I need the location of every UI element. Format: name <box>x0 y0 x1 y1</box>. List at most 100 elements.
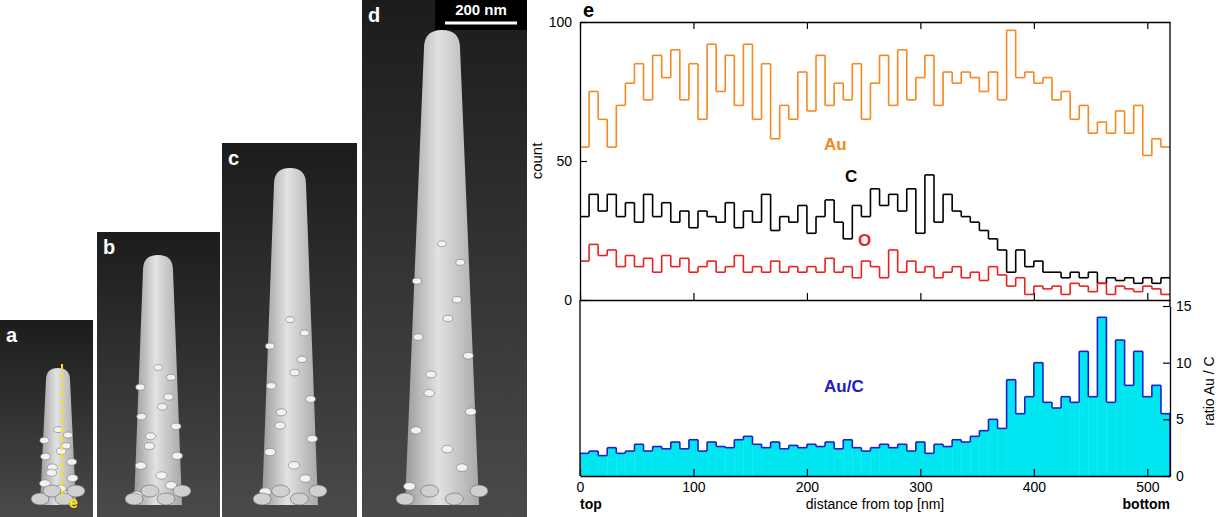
step-segment <box>671 49 680 51</box>
step-segment <box>1152 283 1161 285</box>
step-segment <box>870 82 879 84</box>
step-fill <box>653 447 662 476</box>
step-riser <box>589 175 1161 283</box>
pillar-grain <box>442 445 453 453</box>
step-segment <box>889 194 898 196</box>
step-segment <box>716 271 725 273</box>
pillar <box>405 30 479 505</box>
step-segment <box>979 230 988 232</box>
pillar-grain <box>156 472 167 480</box>
sem-panel: c <box>222 143 357 517</box>
step-segment <box>825 257 834 259</box>
pillar-grain <box>452 297 461 303</box>
pillar-grain <box>412 278 421 284</box>
tick-label: 0 <box>1176 468 1184 484</box>
step-segment <box>916 232 925 234</box>
step-fill <box>1016 414 1025 476</box>
step-segment <box>870 447 879 449</box>
step-segment <box>671 441 680 443</box>
pillar-base <box>396 493 414 505</box>
step-segment <box>680 257 689 259</box>
step-segment <box>925 55 934 57</box>
step-segment <box>625 82 634 84</box>
step-segment <box>807 443 816 445</box>
step-segment <box>780 216 789 218</box>
step-segment <box>580 146 589 148</box>
pillar-grain <box>67 459 77 466</box>
pillar-base <box>157 493 175 505</box>
step-segment <box>925 174 934 176</box>
step-segment <box>834 82 843 84</box>
step-segment <box>816 55 825 57</box>
step-segment <box>716 446 725 448</box>
series-label: Au <box>824 135 847 154</box>
step-segment <box>852 447 861 449</box>
x-axis: 0100200300400500 <box>577 469 1171 495</box>
step-segment <box>798 205 807 207</box>
step-segment <box>1161 294 1170 296</box>
step-segment <box>1034 285 1043 287</box>
tick-mark <box>807 22 808 29</box>
step-segment <box>1143 277 1152 279</box>
step-segment <box>762 271 771 273</box>
tick-label: 0 <box>577 479 585 495</box>
step-segment <box>1097 121 1106 123</box>
step-segment <box>1007 30 1016 32</box>
step-fill <box>698 451 707 476</box>
step-fill <box>607 448 616 476</box>
tick-mark <box>1163 306 1170 307</box>
step-segment <box>1016 277 1025 279</box>
step-segment <box>988 419 997 421</box>
step-segment <box>589 91 598 93</box>
step-segment <box>589 244 598 246</box>
panel-label: b <box>103 236 115 258</box>
step-fill <box>979 431 988 476</box>
step-segment <box>1125 132 1134 134</box>
step-segment <box>780 271 789 273</box>
tick <box>580 22 581 29</box>
pillar-grain <box>404 482 416 490</box>
step-fill <box>889 448 898 476</box>
tick-label: 100 <box>682 479 706 495</box>
step-segment <box>671 266 680 268</box>
step-fill <box>725 448 734 476</box>
tick-label: 400 <box>1023 479 1047 495</box>
step-segment <box>752 443 761 445</box>
step-segment <box>1043 77 1052 79</box>
step-segment <box>907 260 916 262</box>
scale-bar <box>445 22 517 25</box>
step-fill <box>861 451 870 476</box>
step-segment <box>589 194 598 196</box>
step-segment <box>979 430 988 432</box>
step-segment <box>698 266 707 268</box>
step-segment <box>1134 283 1143 285</box>
tick-label: 300 <box>909 479 933 495</box>
step-segment <box>952 439 961 441</box>
step-segment <box>789 119 798 121</box>
step-segment <box>1134 351 1143 353</box>
panel-label: a <box>6 324 18 346</box>
pillar-grain <box>288 462 299 470</box>
step-segment <box>988 238 997 240</box>
step-fill <box>1116 340 1125 476</box>
pillar-grain <box>300 330 309 336</box>
tick-mark <box>920 22 921 29</box>
step-fill <box>825 442 834 476</box>
pillar-grain <box>46 469 57 476</box>
step-fill <box>716 447 725 476</box>
step-segment <box>680 99 689 101</box>
annotation: bottom <box>1123 496 1170 512</box>
pillar-base <box>125 493 143 505</box>
tick: 10 <box>1163 355 1192 371</box>
step-segment <box>870 188 879 190</box>
step-segment <box>843 99 852 101</box>
step-segment <box>1125 277 1134 279</box>
step-fill <box>752 444 761 476</box>
tick: 400 <box>1023 469 1047 495</box>
y-axis-title: count <box>528 142 545 180</box>
step-segment <box>988 266 997 268</box>
step-riser <box>589 244 1161 294</box>
step-segment <box>934 105 943 107</box>
step-segment <box>1025 396 1034 398</box>
step-fill <box>1070 402 1079 476</box>
